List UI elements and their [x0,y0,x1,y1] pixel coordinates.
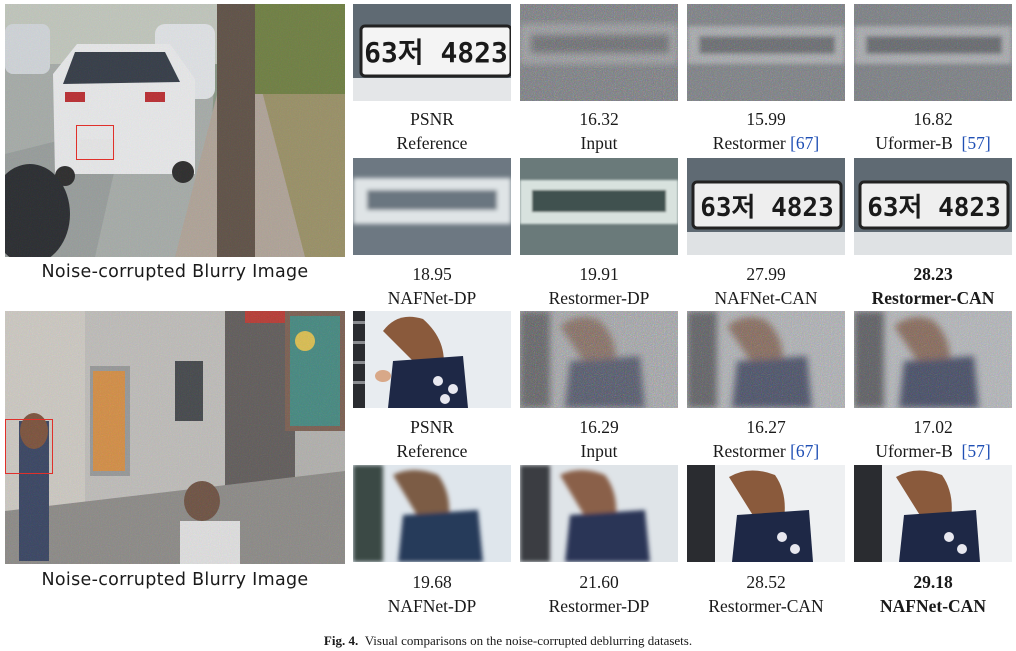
psnr-value: 28.23 [913,264,953,284]
crop-input-plate [520,4,678,101]
caption-nafnet-dp: 18.95 NAFNet-DP [353,262,511,310]
method-name: Uformer-B [875,441,958,461]
psnr-value: 16.27 [746,417,786,437]
caption-restormer-dp: 19.91 Restormer-DP [520,262,678,310]
method-name: NAFNet-DP [387,596,477,616]
crop-uformer-person [854,311,1012,408]
caption-restormer: 16.27 Restormer [67] [687,415,845,463]
psnr-value: PSNR [410,417,454,437]
crop-reference-plate: 63저 4823 [353,4,511,101]
method-name: NAFNet-CAN [714,288,818,308]
crop-restormer-dp-person [520,465,678,562]
figure-label: Fig. 4. [323,633,359,648]
crop-nafnet-dp-person [353,465,511,562]
caption-reference: PSNR Reference [353,107,511,155]
caption-uformer: 17.02 Uformer-B [57] [854,415,1012,463]
crop-restormer-can-plate: 63저 4823 [854,158,1012,255]
caption-restormer-dp: 21.60 Restormer-DP [520,570,678,618]
alley-scene-image [5,311,345,564]
psnr-value: 16.32 [579,109,619,129]
psnr-value: 28.52 [746,572,786,592]
caption-reference: PSNR Reference [353,415,511,463]
method-name: Reference [396,441,468,461]
caption-restormer-can: 28.52 Restormer-CAN [687,570,845,618]
plate-number-text: 63저 4823 [700,193,834,223]
crop-restormer-dp-plate [520,158,678,255]
caption-nafnet-dp: 19.68 NAFNet-DP [353,570,511,618]
method-name: NAFNet-DP [387,288,477,308]
crop-reference-person [353,311,511,408]
psnr-value: 17.02 [913,417,953,437]
crop-restormer-can-person [687,465,845,562]
method-name: NAFNet-CAN [880,596,986,616]
crop-nafnet-can-person [854,465,1012,562]
caption-nafnet-can: 27.99 NAFNet-CAN [687,262,845,310]
psnr-value: 21.60 [579,572,619,592]
method-name: Reference [396,133,468,153]
psnr-value: 19.68 [412,572,452,592]
figure-caption-text: Visual comparisons on the noise-corrupte… [364,633,693,648]
caption-restormer-can-best: 28.23 Restormer-CAN [854,262,1012,310]
psnr-value: 19.91 [579,264,619,284]
method-name: Input [580,133,618,153]
method-name: Restormer-CAN [871,288,995,308]
citation-link[interactable]: [67] [790,133,820,153]
psnr-value: 16.29 [579,417,619,437]
region-of-interest-box [5,419,53,474]
psnr-value: PSNR [410,109,454,129]
psnr-value: 27.99 [746,264,786,284]
psnr-value: 18.95 [412,264,452,284]
citation-link[interactable]: [67] [790,441,820,461]
method-name: Input [580,441,618,461]
citation-link[interactable]: [57] [961,441,991,461]
crop-nafnet-dp-plate [353,158,511,255]
figure-caption: Fig. 4. Visual comparisons on the noise-… [0,633,1016,649]
psnr-value: 15.99 [746,109,786,129]
caption-restormer: 15.99 Restormer [67] [687,107,845,155]
method-name: Restormer-DP [548,288,650,308]
psnr-value: 16.82 [913,109,953,129]
method-name: Restormer [712,133,791,153]
citation-link[interactable]: [57] [961,133,991,153]
crop-nafnet-can-plate: 63저 4823 [687,158,845,255]
region-of-interest-box [76,125,114,160]
street-scene-image [5,4,345,257]
method-name: Uformer-B [875,133,958,153]
section-2-caption: Noise-corrupted Blurry Image [41,570,309,590]
crop-input-person [520,311,678,408]
crop-uformer-plate [854,4,1012,101]
caption-input: 16.29 Input [520,415,678,463]
caption-nafnet-can-best: 29.18 NAFNet-CAN [854,570,1012,618]
crop-restormer-person [687,311,845,408]
section-1-caption: Noise-corrupted Blurry Image [41,262,309,282]
caption-uformer: 16.82 Uformer-B [57] [854,107,1012,155]
plate-number-text: 63저 4823 [867,193,1001,223]
method-name: Restormer-DP [548,596,650,616]
method-name: Restormer [712,441,791,461]
method-name: Restormer-CAN [708,596,824,616]
crop-restormer-plate [687,4,845,101]
caption-input: 16.32 Input [520,107,678,155]
psnr-value: 29.18 [913,572,953,592]
plate-number-text: 63저 4823 [364,36,508,69]
